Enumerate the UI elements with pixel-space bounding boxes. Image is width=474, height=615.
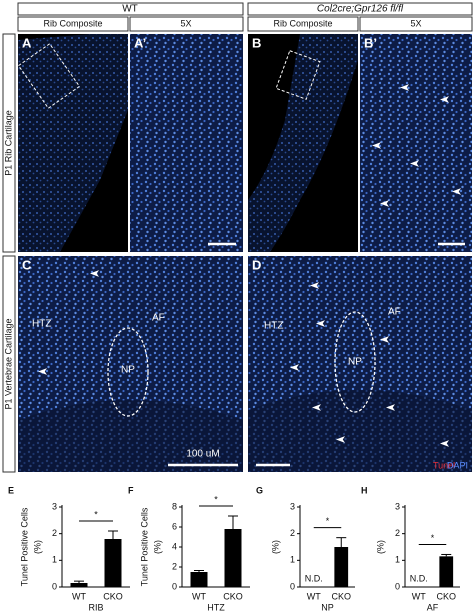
tissue <box>18 400 243 472</box>
x-axis-label: AF <box>427 602 439 612</box>
significance-label: * <box>326 516 330 526</box>
y-axis-label: (%) <box>152 540 162 554</box>
panel-label: D <box>252 257 261 272</box>
y-tick-label: 0 <box>395 581 400 591</box>
bar <box>334 547 349 587</box>
column-label: Rib Composite <box>43 18 102 28</box>
panel-label: C <box>22 257 32 272</box>
row-label: P1 Vertebrae Cartilage <box>3 318 13 409</box>
y-axis-label: Tunel Positive Cells <box>19 507 29 586</box>
bar <box>70 583 88 587</box>
col-box <box>359 16 473 32</box>
y-tick-label: 6 <box>172 521 177 531</box>
y-tick-label: 0 <box>52 581 57 591</box>
x-tick-label: CKO <box>436 591 456 601</box>
y-axis-label: Tunel Positive Cells <box>139 507 149 586</box>
y-tick-label: 2 <box>290 528 295 538</box>
column-label: 5X <box>410 18 421 28</box>
col-box <box>247 16 359 32</box>
x-tick-label: CKO <box>223 591 243 601</box>
row-box <box>2 33 16 253</box>
region-label: NP <box>121 365 135 376</box>
image-panel <box>130 34 243 252</box>
panel-label: B <box>252 35 261 50</box>
significance-label: * <box>431 533 435 543</box>
x-axis-label: NP <box>321 602 334 612</box>
image-panel <box>360 34 472 252</box>
y-tick-label: 3 <box>290 501 295 511</box>
scale-label: 100 uM <box>186 449 219 460</box>
header-box <box>247 2 473 16</box>
row-label: P1 Rib Cartilage <box>3 110 13 176</box>
y-tick-label: 4 <box>172 541 177 551</box>
x-tick-label: WT <box>72 591 86 601</box>
x-tick-label: CKO <box>331 591 351 601</box>
x-tick-label: WT <box>307 591 321 601</box>
column-label: 5X <box>180 18 191 28</box>
panel-label: F <box>128 485 134 495</box>
np-outline <box>334 311 376 413</box>
y-axis-label: (%) <box>375 540 385 554</box>
x-axis-label: HTZ <box>207 602 225 612</box>
x-axis-label: RIB <box>88 602 103 612</box>
bar <box>190 572 208 587</box>
panel-label: B’ <box>364 35 377 50</box>
x-tick-label: WT <box>412 591 426 601</box>
region-label: HTZ <box>32 319 51 330</box>
y-tick-label: 2 <box>172 561 177 571</box>
region-label: AF <box>152 313 165 324</box>
y-tick-label: 3 <box>395 501 400 511</box>
y-tick-label: 2 <box>52 528 57 538</box>
panel-label: E <box>8 485 14 495</box>
region-label: NP <box>348 357 362 368</box>
value-label: N.D. <box>305 573 323 583</box>
x-tick-label: WT <box>192 591 206 601</box>
header-cko: Col2cre;Gpr126 fl/fl <box>317 4 404 15</box>
significance-label: * <box>214 494 218 504</box>
panel-label: A <box>22 35 32 50</box>
value-label: N.D. <box>410 573 428 583</box>
y-tick-label: 8 <box>172 501 177 511</box>
inset-box <box>275 50 321 100</box>
y-tick-label: 1 <box>290 555 295 565</box>
col-box <box>17 16 129 32</box>
region-label: HTZ <box>264 321 283 332</box>
stain-label: Tunel <box>433 460 455 470</box>
panel-label: A’ <box>134 35 146 50</box>
y-axis-label: (%) <box>270 540 280 554</box>
bar <box>224 529 242 587</box>
panel-label: G <box>256 485 263 495</box>
x-tick-label: CKO <box>103 591 123 601</box>
header-wt: WT <box>122 4 138 15</box>
y-tick-label: 3 <box>52 501 57 511</box>
y-tick-label: 1 <box>395 555 400 565</box>
y-axis-label: (%) <box>32 540 42 554</box>
col-box <box>129 16 244 32</box>
panel-label: H <box>361 485 368 495</box>
tissue <box>248 34 358 252</box>
np-outline <box>107 327 149 417</box>
row-box <box>2 255 16 473</box>
tissue <box>248 390 472 472</box>
bar <box>104 539 122 587</box>
y-tick-label: 0 <box>290 581 295 591</box>
stain-label: DAPI <box>447 460 468 470</box>
y-tick-label: 0 <box>172 581 177 591</box>
y-tick-label: 2 <box>395 528 400 538</box>
header-box <box>17 2 244 16</box>
bar <box>439 556 454 587</box>
y-tick-label: 1 <box>52 555 57 565</box>
significance-label: * <box>94 509 98 519</box>
region-label: AF <box>388 307 401 318</box>
tissue <box>18 34 128 252</box>
column-label: Rib Composite <box>273 18 332 28</box>
